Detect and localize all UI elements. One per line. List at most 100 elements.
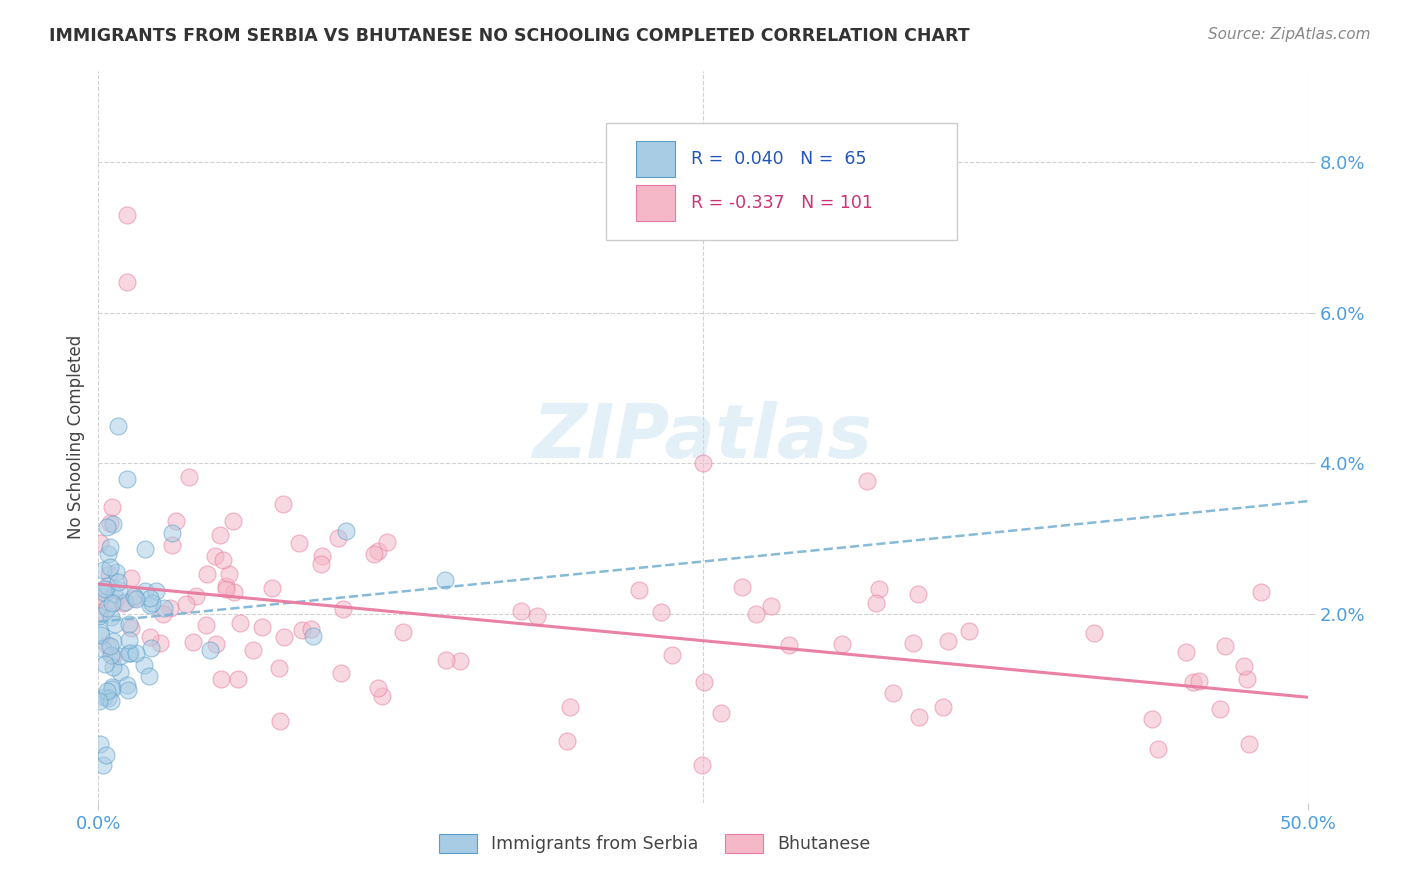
- Point: [744, 607, 766, 621]
- Point: [111, 596, 134, 610]
- Text: ZIPatlas: ZIPatlas: [533, 401, 873, 474]
- Point: [856, 474, 879, 488]
- Point: [90, 628, 112, 642]
- Point: [149, 636, 172, 650]
- Point: [89, 737, 111, 751]
- Point: [101, 500, 124, 514]
- Point: [309, 557, 332, 571]
- Point: [229, 615, 252, 630]
- Point: [125, 592, 148, 607]
- Text: IMMIGRANTS FROM SERBIA VS BHUTANESE NO SCHOOLING COMPLETED CORRELATION CHART: IMMIGRANTS FROM SERBIA VS BHUTANESE NO S…: [49, 27, 970, 45]
- Point: [100, 595, 122, 609]
- Point: [139, 641, 162, 656]
- Point: [153, 600, 176, 615]
- Point: [183, 635, 205, 649]
- Point: [222, 584, 245, 599]
- Point: [104, 594, 127, 608]
- Point: [125, 646, 148, 660]
- Point: [160, 538, 183, 552]
- Point: [118, 617, 141, 632]
- Point: [1209, 702, 1232, 716]
- Point: [101, 681, 124, 696]
- Point: [139, 591, 162, 606]
- Point: [865, 596, 887, 610]
- Point: [97, 691, 120, 706]
- Point: [117, 276, 139, 290]
- Point: [94, 586, 117, 600]
- Point: [269, 660, 291, 674]
- Point: [98, 540, 121, 554]
- Point: [831, 637, 853, 651]
- Point: [367, 543, 389, 558]
- Point: [302, 629, 325, 643]
- Point: [89, 624, 111, 639]
- Point: [134, 584, 156, 599]
- Point: [260, 582, 283, 596]
- Point: [391, 624, 413, 639]
- Point: [252, 620, 274, 634]
- Point: [692, 457, 714, 471]
- Point: [134, 658, 156, 673]
- Text: R = -0.337   N = 101: R = -0.337 N = 101: [690, 194, 873, 212]
- Point: [1213, 640, 1236, 654]
- Point: [115, 678, 138, 692]
- Point: [107, 418, 129, 433]
- Point: [555, 734, 578, 748]
- Point: [152, 607, 174, 622]
- Point: [90, 590, 112, 604]
- Point: [124, 591, 146, 605]
- Point: [1147, 742, 1170, 756]
- Point: [228, 673, 250, 687]
- Point: [627, 582, 650, 597]
- Point: [138, 668, 160, 682]
- Point: [218, 567, 240, 582]
- Legend: Immigrants from Serbia, Bhutanese: Immigrants from Serbia, Bhutanese: [432, 827, 877, 860]
- Point: [100, 610, 122, 624]
- Point: [117, 683, 139, 698]
- Point: [100, 694, 122, 708]
- Point: [108, 583, 131, 598]
- Point: [1182, 675, 1205, 690]
- Point: [692, 758, 714, 772]
- Point: [1239, 737, 1261, 751]
- Point: [145, 584, 167, 599]
- Point: [215, 582, 238, 596]
- Point: [204, 549, 226, 563]
- Point: [89, 605, 111, 619]
- Point: [87, 591, 110, 606]
- Point: [509, 605, 531, 619]
- Point: [332, 601, 354, 615]
- Point: [117, 633, 139, 648]
- Point: [938, 634, 960, 648]
- Y-axis label: No Schooling Completed: No Schooling Completed: [66, 335, 84, 539]
- Point: [134, 541, 156, 556]
- Point: [330, 666, 353, 681]
- Point: [120, 571, 142, 585]
- Point: [91, 758, 114, 772]
- Point: [91, 563, 114, 577]
- Point: [104, 617, 127, 632]
- Point: [96, 638, 118, 652]
- Point: [367, 681, 389, 695]
- Point: [117, 208, 139, 222]
- Bar: [637, 185, 675, 221]
- Point: [434, 653, 457, 667]
- Point: [269, 714, 291, 728]
- Point: [101, 516, 124, 531]
- Point: [908, 710, 931, 724]
- Point: [1250, 585, 1272, 599]
- Point: [693, 675, 716, 690]
- Point: [108, 648, 131, 663]
- Point: [101, 659, 124, 673]
- Point: [118, 646, 141, 660]
- Point: [882, 686, 904, 700]
- Point: [778, 638, 800, 652]
- Point: [87, 608, 110, 623]
- Point: [165, 514, 187, 528]
- Point: [222, 514, 245, 528]
- Point: [100, 648, 122, 662]
- Point: [1233, 659, 1256, 673]
- Point: [731, 580, 754, 594]
- Point: [177, 469, 200, 483]
- Point: [661, 648, 683, 662]
